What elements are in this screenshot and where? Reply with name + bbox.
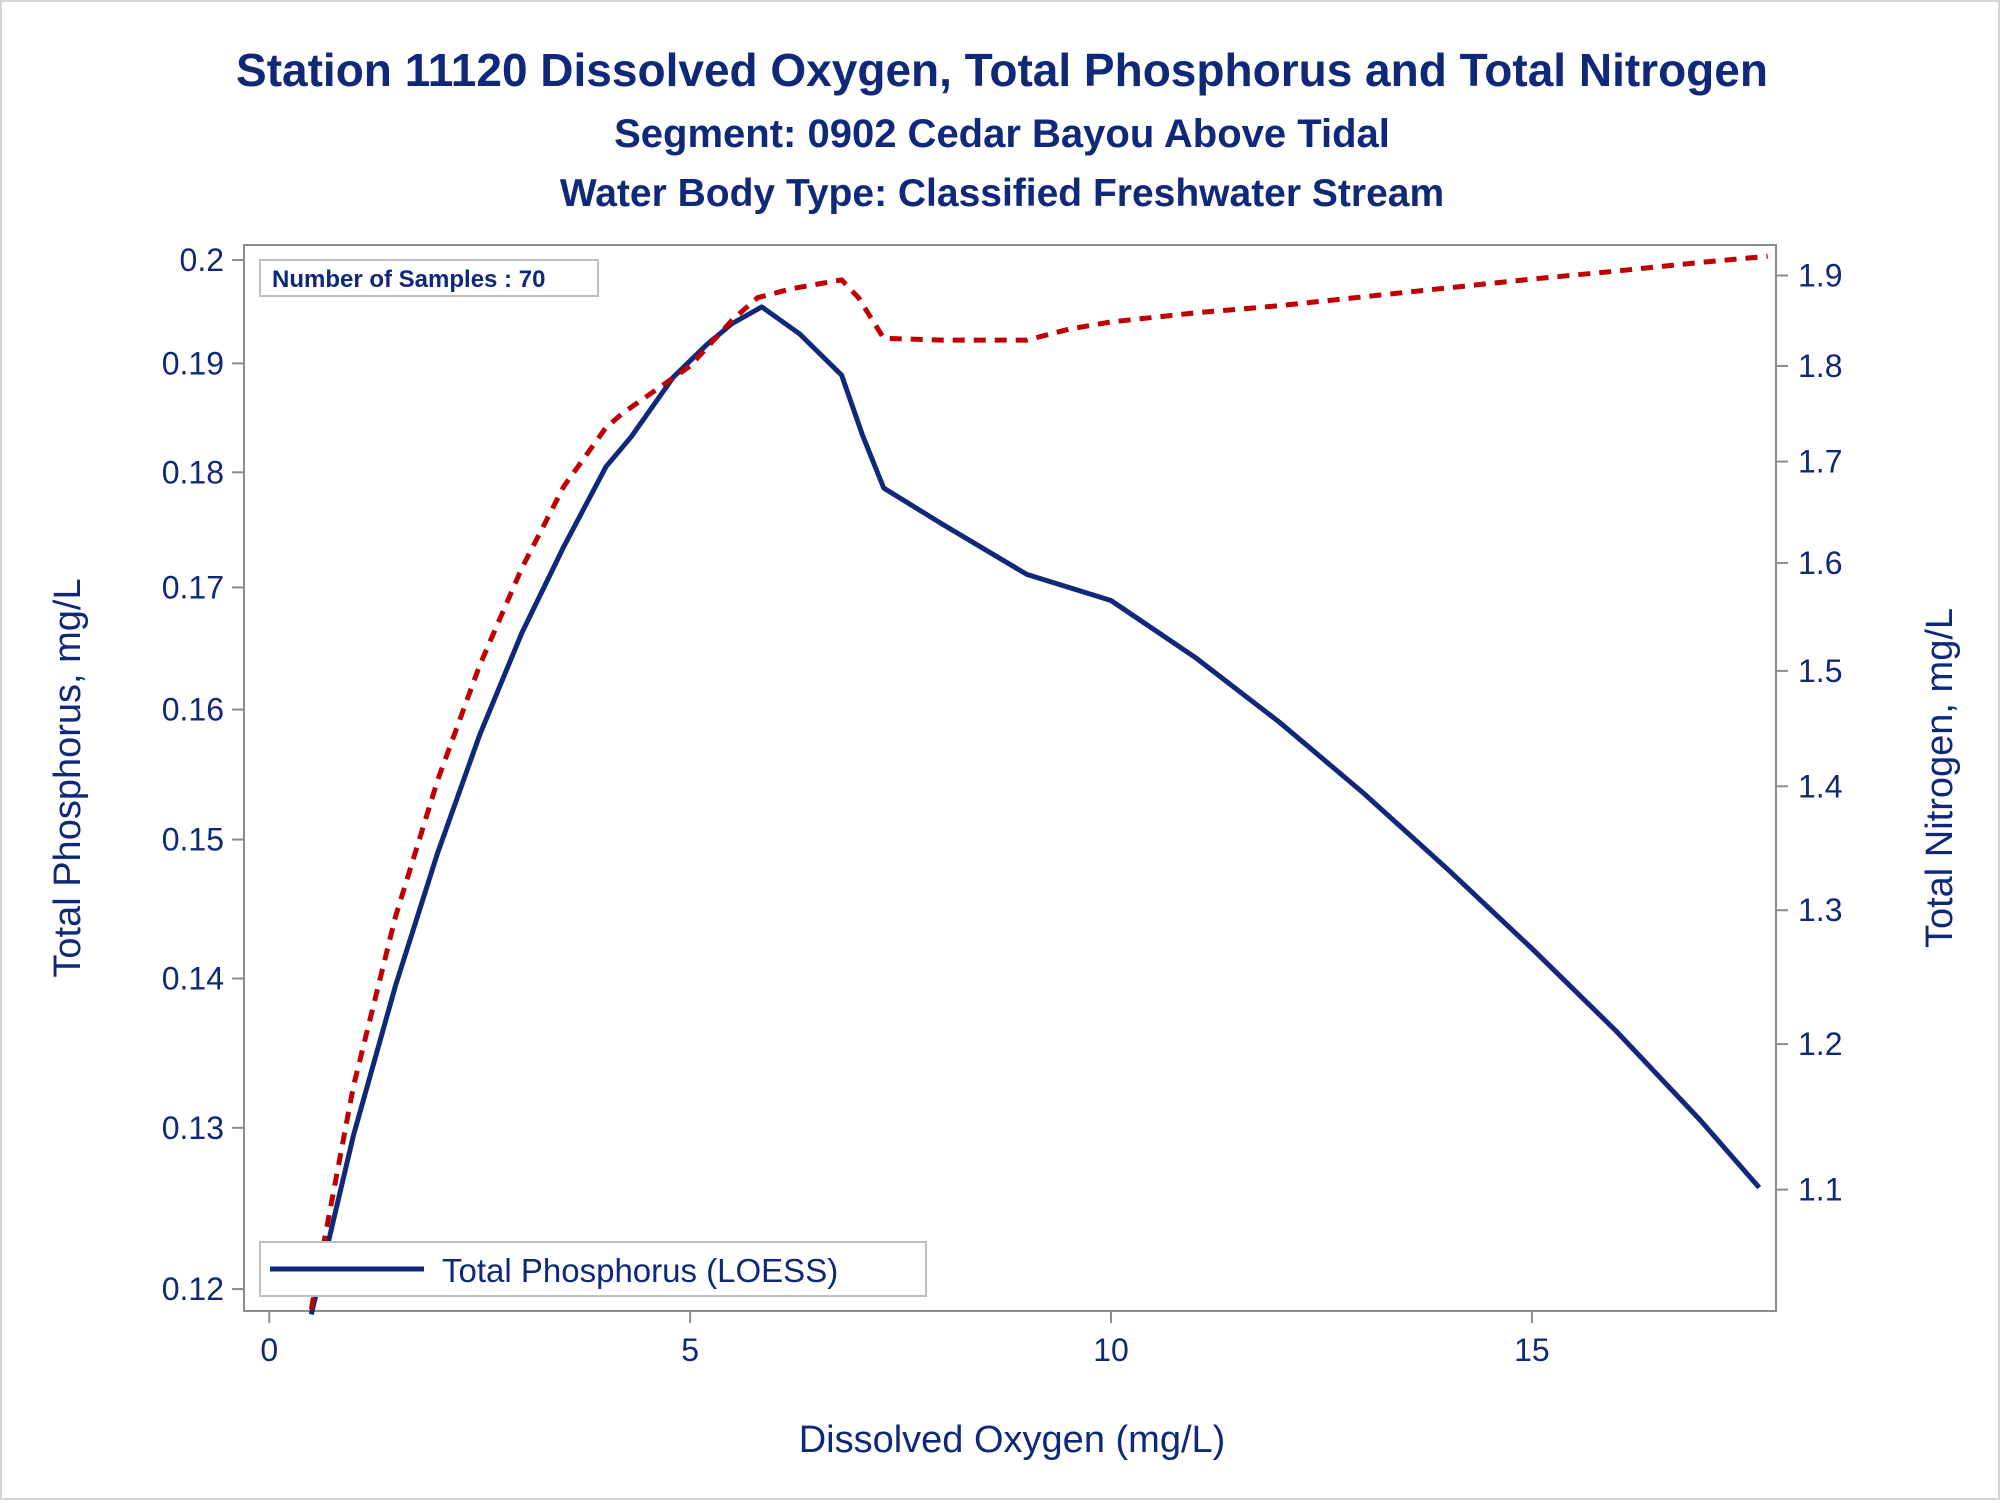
axis-ticks: 0 5 10 15 0.12 0.13 0.14 0.15 0.16 0.17 0.18 0.19 0.…: [162, 242, 1843, 1368]
x-tick-label: 5: [681, 1332, 699, 1368]
y-right-tick-label: 1.9: [1798, 258, 1842, 294]
y-right-tick-label: 1.2: [1798, 1026, 1842, 1062]
x-tick-label: 0: [260, 1332, 278, 1368]
x-tick-label: 10: [1093, 1332, 1129, 1368]
y-left-tick-label: 0.15: [162, 822, 224, 858]
series-line-total-phosphorus: [308, 304, 1762, 1315]
y-right-tick-label: 1.7: [1798, 444, 1842, 480]
chart-title: Station 11120 Dissolved Oxygen, Total Ph…: [236, 44, 1768, 96]
series-layer: [308, 253, 1768, 1315]
y-left-tick-label: 0.13: [162, 1110, 224, 1146]
plot-area: [243, 244, 1777, 1312]
samples-annotation-text: Number of Samples : 70: [272, 266, 545, 293]
y-left-tick-label: 0.14: [162, 961, 224, 997]
y-axis-label-right: Total Nitrogen, mg/L: [1919, 608, 1961, 948]
x-tick-label: 15: [1514, 1332, 1550, 1368]
x-axis-label: Dissolved Oxygen (mg/L): [799, 1419, 1226, 1461]
y-left-tick-label: 0.12: [162, 1271, 224, 1307]
series-line-total-nitrogen: [308, 253, 1768, 1310]
y-axis-label-left: Total Phosphorus, mg/L: [47, 578, 89, 977]
samples-annotation: Number of Samples : 70: [259, 259, 599, 297]
samples-annotation-box: [259, 259, 599, 297]
y-right-tick-label: 1.6: [1798, 545, 1842, 581]
y-left-tick-label: 0.2: [180, 242, 224, 278]
y-left-tick-label: 0.16: [162, 692, 224, 728]
legend-label-phosphorus: Total Phosphorus (LOESS): [442, 1252, 838, 1289]
chart-subtitle-2: Water Body Type: Classified Freshwater S…: [560, 172, 1444, 215]
y-left-tick-label: 0.19: [162, 345, 224, 381]
y-left-tick-label: 0.17: [162, 569, 224, 605]
y-right-tick-label: 1.5: [1798, 653, 1842, 689]
y-right-tick-label: 1.8: [1798, 348, 1842, 384]
y-right-tick-label: 1.4: [1798, 768, 1842, 804]
y-left-tick-label: 0.18: [162, 454, 224, 490]
y-right-tick-label: 1.3: [1798, 892, 1842, 928]
chart-subtitle: Segment: 0902 Cedar Bayou Above Tidal: [614, 112, 1390, 156]
legend: Total Phosphorus (LOESS): [259, 1241, 927, 1297]
y-right-tick-label: 1.1: [1798, 1172, 1842, 1208]
